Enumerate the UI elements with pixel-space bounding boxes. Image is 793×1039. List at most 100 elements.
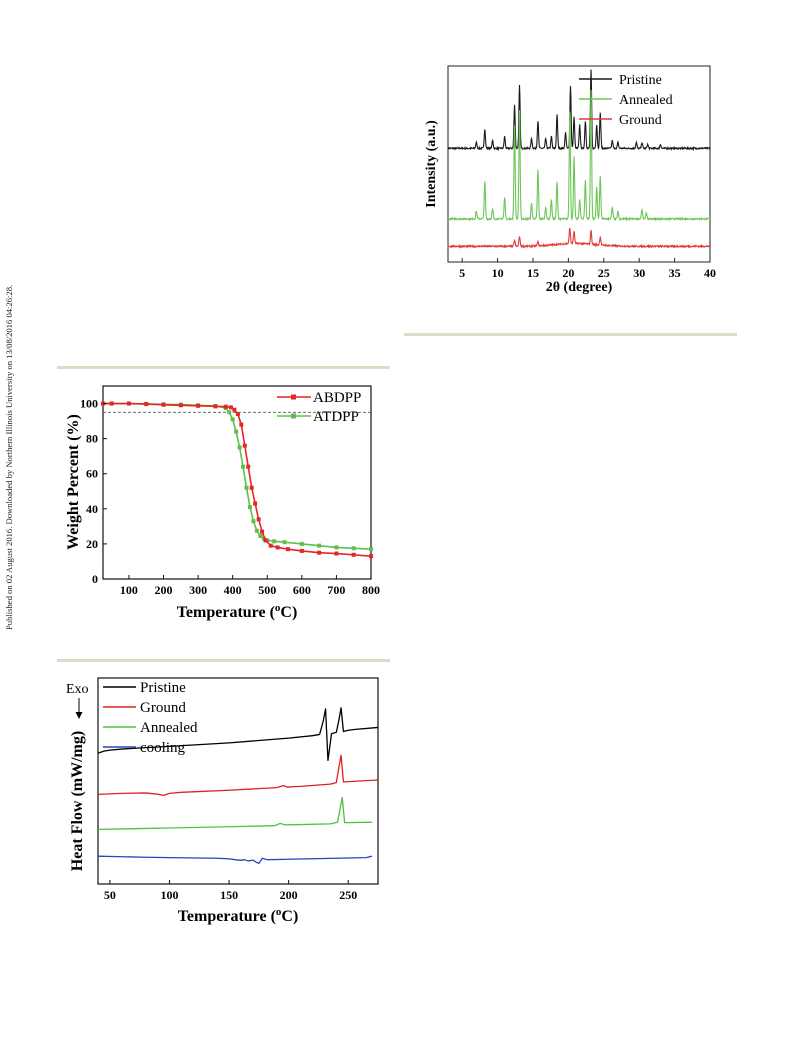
dsc-legend-label-pristine: Pristine — [140, 680, 186, 696]
dsc-xtick-label: 250 — [339, 888, 357, 902]
tga-plot-frame — [102, 385, 372, 580]
xrd-xtick-label: 5 — [459, 266, 465, 280]
xrd-ticks-group: 5 10 15 20 25 30 35 40 — [459, 258, 716, 280]
tga-xlabel-tail: C) — [280, 604, 297, 621]
tga-point-abdpp — [334, 551, 339, 556]
tga-xtick-label: 100 — [120, 583, 138, 597]
tga-ytick-label: 80 — [86, 432, 98, 446]
xrd-plot-frame — [447, 65, 711, 263]
tga-legend-marker-abdpp — [291, 394, 296, 400]
xrd-legend-label-annealed: Annealed — [619, 93, 673, 108]
xrd-xtick-label: 40 — [704, 266, 716, 280]
tga-point-atdpp — [241, 464, 246, 469]
tga-ytick-label: 60 — [86, 467, 98, 481]
dsc-exo-arrow-head — [75, 712, 83, 719]
dsc-legend-label-cooling: cooling — [140, 740, 185, 756]
dsc-xlabel-tail: C) — [281, 908, 298, 925]
tga-point-abdpp — [178, 403, 183, 408]
tga-point-abdpp — [299, 548, 304, 553]
tga-point-abdpp — [317, 550, 322, 555]
dsc-legend-label-ground: Ground — [140, 700, 186, 716]
tga-point-abdpp — [228, 405, 233, 410]
tga-point-atdpp — [227, 410, 232, 415]
xrd-series-group — [447, 69, 711, 249]
tga-point-abdpp — [275, 545, 280, 550]
tga-xlabel-sup: o — [275, 602, 281, 614]
tga-figure: 100 200 300 400 500 600 700 800 0 20 40 60 80 100 ABD… — [65, 385, 380, 621]
tga-point-atdpp — [244, 485, 249, 490]
tga-point-atdpp — [234, 429, 239, 434]
tga-point-abdpp — [161, 402, 166, 407]
tga-xtick-label: 800 — [362, 583, 380, 597]
xrd-xlabel: 2θ (degree) — [546, 280, 613, 295]
tga-ytick-label: 0 — [92, 572, 98, 586]
xrd-xtick-label: 30 — [633, 266, 645, 280]
dsc-xlabel-main: Temperature ( — [178, 908, 276, 925]
tga-point-atdpp — [258, 534, 263, 539]
tga-ticks-group: 100 200 300 400 500 600 700 800 0 20 40 60 80 100 — [80, 397, 380, 597]
tga-xtick-label: 700 — [327, 583, 345, 597]
tga-point-abdpp — [232, 407, 237, 412]
tga-point-abdpp — [351, 552, 356, 557]
tga-legend-label-atdpp: ATDPP — [313, 409, 359, 425]
tga-point-abdpp — [223, 404, 228, 409]
published-watermark-text: Published on 02 August 2016. Downloaded … — [4, 284, 14, 630]
tga-point-atdpp — [351, 546, 356, 551]
tga-point-atdpp — [230, 417, 235, 422]
xrd-series-pristine — [447, 69, 711, 152]
tga-point-abdpp — [369, 554, 373, 559]
tga-xlabel-main: Temperature ( — [177, 604, 275, 621]
dsc-xtick-label: 150 — [220, 888, 238, 902]
tga-xtick-label: 400 — [224, 583, 242, 597]
xrd-legend-label-pristine: Pristine — [619, 73, 662, 88]
tga-series-atdpp — [103, 402, 372, 550]
tga-xtick-label: 200 — [155, 583, 173, 597]
tga-legend: ABDPP ATDPP — [277, 390, 361, 425]
dsc-xtick-label: 50 — [104, 888, 116, 902]
tga-ytick-label: 100 — [80, 397, 98, 411]
separator-left-top — [57, 366, 390, 369]
separator-left-middle — [57, 659, 390, 662]
tga-series-group — [101, 401, 373, 559]
dsc-exo-label: Exo — [66, 682, 89, 697]
tga-point-atdpp — [299, 541, 304, 546]
tga-point-abdpp — [242, 443, 247, 448]
dsc-series-pristine — [97, 707, 379, 762]
tga-point-abdpp — [196, 403, 201, 408]
dsc-xtick-label: 100 — [160, 888, 178, 902]
tga-point-abdpp — [109, 401, 114, 406]
xrd-xtick-label: 25 — [598, 266, 610, 280]
xrd-series-ground — [447, 227, 711, 249]
tga-point-atdpp — [251, 519, 256, 524]
tga-point-atdpp — [254, 528, 259, 533]
dsc-series-cooling — [97, 855, 373, 865]
tga-legend-label-abdpp: ABDPP — [313, 390, 361, 406]
xrd-legend-label-ground: Ground — [619, 113, 662, 128]
tga-point-atdpp — [334, 545, 339, 550]
tga-point-atdpp — [247, 505, 252, 510]
xrd-figure: 5 10 15 20 25 30 35 40 Pristine Annealed Ground 2… — [424, 65, 716, 295]
tga-xtick-label: 500 — [258, 583, 276, 597]
dsc-series-group — [97, 707, 379, 865]
tga-point-abdpp — [126, 401, 131, 406]
dsc-xlabel-sup: o — [276, 906, 282, 918]
published-watermark: Published on 02 August 2016. Downloaded … — [4, 180, 18, 630]
dsc-legend: Pristine Ground Annealed cooling — [103, 680, 198, 756]
tga-point-abdpp — [246, 464, 251, 469]
separator-right — [404, 333, 737, 336]
tga-point-abdpp — [249, 485, 254, 490]
dsc-ylabel: Heat Flow (mW/mg) — [69, 731, 86, 871]
tga-xtick-label: 300 — [189, 583, 207, 597]
dsc-series-annealed — [97, 796, 373, 831]
tga-series-abdpp — [103, 402, 372, 557]
tga-point-abdpp — [286, 547, 291, 552]
tga-point-abdpp — [268, 543, 273, 548]
xrd-xtick-label: 10 — [492, 266, 504, 280]
dsc-plot-frame — [97, 677, 379, 885]
tga-ylabel: Weight Percent (%) — [65, 414, 82, 550]
tga-xlabel: Temperature (oC) — [177, 602, 298, 621]
tga-point-atdpp — [369, 547, 373, 552]
tga-ytick-label: 20 — [86, 537, 98, 551]
dsc-xtick-label: 200 — [280, 888, 298, 902]
dsc-legend-label-annealed: Annealed — [140, 720, 198, 736]
